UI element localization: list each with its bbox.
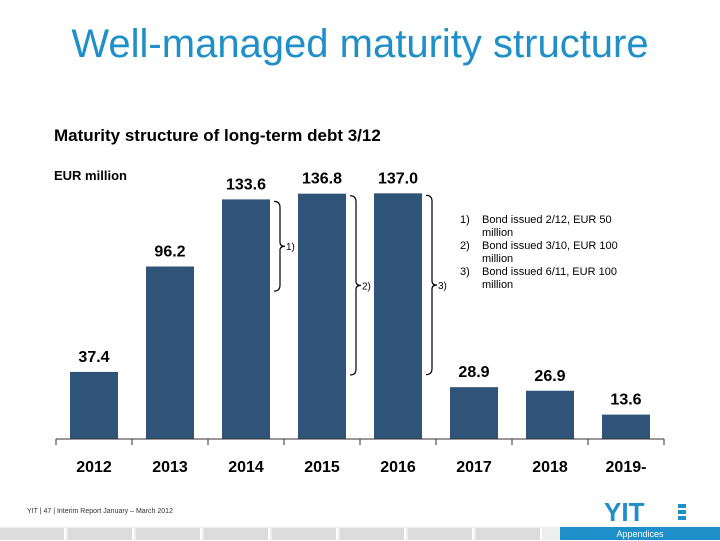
logo-stripe — [678, 516, 686, 520]
nav-tab[interactable] — [272, 528, 338, 540]
bar — [70, 371, 118, 439]
nav-tab[interactable] — [476, 528, 542, 540]
bar — [526, 390, 574, 439]
footnote-text: Bond issued 3/10, EUR 100 million — [482, 240, 618, 265]
chart-subtitle: Maturity structure of long-term debt 3/1… — [54, 126, 381, 145]
footer-text: YIT | 47 | Interim Report January – Marc… — [27, 508, 173, 515]
data-label: 37.4 — [78, 349, 109, 366]
tick-label: 2017 — [456, 459, 492, 476]
tick-label: 2014 — [228, 459, 264, 476]
bar — [298, 193, 346, 439]
footnote-item: 2) Bond issued 3/10, EUR 100 million — [460, 240, 620, 266]
yit-logo: YIT — [604, 500, 686, 524]
data-label: 96.2 — [154, 243, 185, 260]
bar — [450, 387, 498, 439]
footnote-number: 3) — [460, 266, 470, 278]
tick-label: 2012 — [76, 459, 112, 476]
nav-tab[interactable] — [340, 528, 406, 540]
unit-label: EUR million — [54, 168, 127, 183]
data-label: 26.9 — [534, 368, 565, 385]
page-title: Well-managed maturity structure — [71, 22, 649, 66]
nav-tab[interactable] — [408, 528, 474, 540]
footnote-text: Bond issued 2/12, EUR 50 million — [482, 214, 612, 239]
data-label: 137.0 — [378, 170, 418, 187]
footnote-item: 3) Bond issued 6/11, EUR 100 million — [460, 266, 620, 292]
data-label: 133.6 — [226, 176, 266, 193]
footnote-number: 1) — [460, 214, 470, 226]
annotation-label: 3) — [438, 281, 447, 292]
logo-stripe — [678, 504, 686, 508]
footnote-item: 1) Bond issued 2/12, EUR 50 million — [460, 214, 620, 240]
annotation-label: 1) — [286, 242, 295, 253]
data-label: 136.8 — [302, 171, 342, 188]
bar — [374, 193, 422, 439]
nav-tab[interactable] — [204, 528, 270, 540]
tick-label: 2013 — [152, 459, 188, 476]
brace-annotation — [273, 200, 286, 292]
logo-stripe — [678, 510, 686, 514]
footnote-number: 2) — [460, 240, 470, 252]
nav-tab[interactable] — [0, 528, 66, 540]
nav-tab[interactable] — [68, 528, 134, 540]
annotation-label: 2) — [362, 281, 371, 292]
brace-annotation — [349, 195, 362, 376]
bar — [602, 414, 650, 439]
tick-label: 2018 — [532, 459, 568, 476]
tick-label: 2019- — [606, 459, 647, 476]
bar — [146, 266, 194, 439]
logo-text: YIT — [604, 500, 645, 524]
data-label: 13.6 — [610, 392, 641, 409]
tick-label: 2015 — [304, 459, 340, 476]
footnotes-list: 1) Bond issued 2/12, EUR 50 million 2) B… — [460, 214, 620, 292]
footnote-text: Bond issued 6/11, EUR 100 million — [482, 266, 617, 291]
nav-tab[interactable] — [136, 528, 202, 540]
data-label: 28.9 — [458, 364, 489, 381]
tick-label: 2016 — [380, 459, 416, 476]
bar — [222, 199, 270, 439]
brace-annotation — [425, 194, 438, 376]
section-tab-appendices[interactable]: Appendices — [560, 527, 720, 540]
